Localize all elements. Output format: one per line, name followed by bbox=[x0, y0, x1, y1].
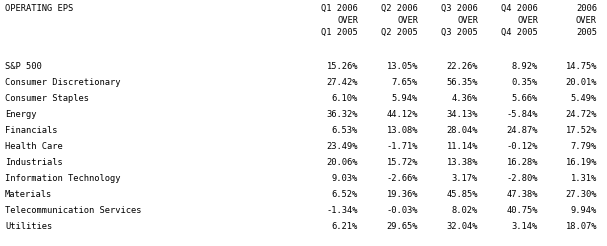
Text: 2006: 2006 bbox=[576, 4, 597, 13]
Text: 2005: 2005 bbox=[576, 28, 597, 37]
Text: -2.66%: -2.66% bbox=[387, 174, 418, 183]
Text: OVER: OVER bbox=[517, 16, 538, 25]
Text: 5.49%: 5.49% bbox=[571, 94, 597, 103]
Text: 44.12%: 44.12% bbox=[387, 110, 418, 119]
Text: 15.72%: 15.72% bbox=[387, 158, 418, 167]
Text: OPERATING EPS: OPERATING EPS bbox=[5, 4, 73, 13]
Text: 13.08%: 13.08% bbox=[387, 126, 418, 135]
Text: 28.04%: 28.04% bbox=[447, 126, 478, 135]
Text: 27.42%: 27.42% bbox=[327, 78, 358, 87]
Text: Q1 2006: Q1 2006 bbox=[321, 4, 358, 13]
Text: 24.72%: 24.72% bbox=[566, 110, 597, 119]
Text: 27.30%: 27.30% bbox=[566, 190, 597, 199]
Text: 3.17%: 3.17% bbox=[452, 174, 478, 183]
Text: OVER: OVER bbox=[457, 16, 478, 25]
Text: -1.71%: -1.71% bbox=[387, 142, 418, 151]
Text: 24.87%: 24.87% bbox=[506, 126, 538, 135]
Text: 13.05%: 13.05% bbox=[387, 62, 418, 71]
Text: 22.26%: 22.26% bbox=[447, 62, 478, 71]
Text: -5.84%: -5.84% bbox=[506, 110, 538, 119]
Text: Information Technology: Information Technology bbox=[5, 174, 121, 183]
Text: Q2 2006: Q2 2006 bbox=[381, 4, 418, 13]
Text: Materials: Materials bbox=[5, 190, 52, 199]
Text: Telecommunication Services: Telecommunication Services bbox=[5, 206, 141, 215]
Text: 32.04%: 32.04% bbox=[447, 222, 478, 231]
Text: 6.52%: 6.52% bbox=[332, 190, 358, 199]
Text: Q4 2006: Q4 2006 bbox=[501, 4, 538, 13]
Text: Consumer Staples: Consumer Staples bbox=[5, 94, 89, 103]
Text: Consumer Discretionary: Consumer Discretionary bbox=[5, 78, 121, 87]
Text: 7.65%: 7.65% bbox=[392, 78, 418, 87]
Text: 15.26%: 15.26% bbox=[327, 62, 358, 71]
Text: -1.34%: -1.34% bbox=[327, 206, 358, 215]
Text: 0.35%: 0.35% bbox=[512, 78, 538, 87]
Text: 20.06%: 20.06% bbox=[327, 158, 358, 167]
Text: S&P 500: S&P 500 bbox=[5, 62, 42, 71]
Text: 23.49%: 23.49% bbox=[327, 142, 358, 151]
Text: 18.07%: 18.07% bbox=[566, 222, 597, 231]
Text: Health Care: Health Care bbox=[5, 142, 63, 151]
Text: 56.35%: 56.35% bbox=[447, 78, 478, 87]
Text: 1.31%: 1.31% bbox=[571, 174, 597, 183]
Text: 7.79%: 7.79% bbox=[571, 142, 597, 151]
Text: Industrials: Industrials bbox=[5, 158, 63, 167]
Text: 45.85%: 45.85% bbox=[447, 190, 478, 199]
Text: 36.32%: 36.32% bbox=[327, 110, 358, 119]
Text: 11.14%: 11.14% bbox=[447, 142, 478, 151]
Text: 13.38%: 13.38% bbox=[447, 158, 478, 167]
Text: OVER: OVER bbox=[576, 16, 597, 25]
Text: 16.28%: 16.28% bbox=[506, 158, 538, 167]
Text: 17.52%: 17.52% bbox=[566, 126, 597, 135]
Text: 47.38%: 47.38% bbox=[506, 190, 538, 199]
Text: 8.02%: 8.02% bbox=[452, 206, 478, 215]
Text: 40.75%: 40.75% bbox=[506, 206, 538, 215]
Text: -2.80%: -2.80% bbox=[506, 174, 538, 183]
Text: 5.66%: 5.66% bbox=[512, 94, 538, 103]
Text: 9.94%: 9.94% bbox=[571, 206, 597, 215]
Text: Utilities: Utilities bbox=[5, 222, 52, 231]
Text: 9.03%: 9.03% bbox=[332, 174, 358, 183]
Text: 34.13%: 34.13% bbox=[447, 110, 478, 119]
Text: Q1 2005: Q1 2005 bbox=[321, 28, 358, 37]
Text: 14.75%: 14.75% bbox=[566, 62, 597, 71]
Text: 3.14%: 3.14% bbox=[512, 222, 538, 231]
Text: Q3 2005: Q3 2005 bbox=[441, 28, 478, 37]
Text: Financials: Financials bbox=[5, 126, 58, 135]
Text: Q4 2005: Q4 2005 bbox=[501, 28, 538, 37]
Text: 4.36%: 4.36% bbox=[452, 94, 478, 103]
Text: -0.12%: -0.12% bbox=[506, 142, 538, 151]
Text: 19.36%: 19.36% bbox=[387, 190, 418, 199]
Text: Q2 2005: Q2 2005 bbox=[381, 28, 418, 37]
Text: Q3 2006: Q3 2006 bbox=[441, 4, 478, 13]
Text: 20.01%: 20.01% bbox=[566, 78, 597, 87]
Text: 6.10%: 6.10% bbox=[332, 94, 358, 103]
Text: Energy: Energy bbox=[5, 110, 36, 119]
Text: 8.92%: 8.92% bbox=[512, 62, 538, 71]
Text: 29.65%: 29.65% bbox=[387, 222, 418, 231]
Text: -0.03%: -0.03% bbox=[387, 206, 418, 215]
Text: OVER: OVER bbox=[337, 16, 358, 25]
Text: 16.19%: 16.19% bbox=[566, 158, 597, 167]
Text: 5.94%: 5.94% bbox=[392, 94, 418, 103]
Text: 6.21%: 6.21% bbox=[332, 222, 358, 231]
Text: OVER: OVER bbox=[397, 16, 418, 25]
Text: 6.53%: 6.53% bbox=[332, 126, 358, 135]
